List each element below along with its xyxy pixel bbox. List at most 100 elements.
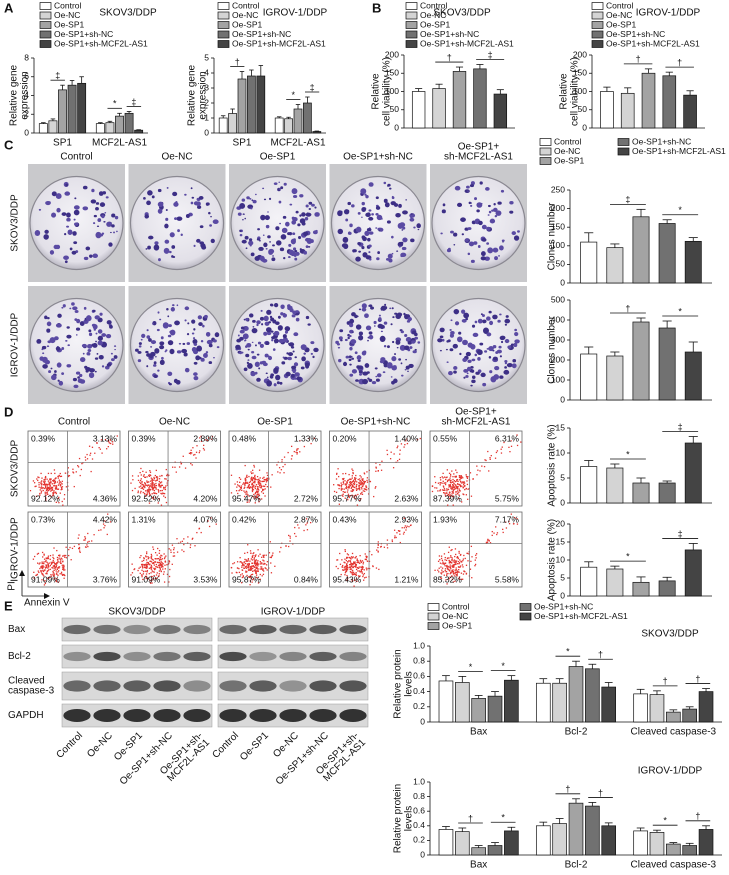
event-dot [66,486,67,487]
event-dot [61,563,62,564]
event-dot [241,565,242,566]
quadrant-value: 7.17% [495,514,520,524]
event-dot [165,568,166,569]
event-dot [50,565,51,566]
colony [276,240,282,245]
event-dot [438,483,439,484]
event-dot [236,486,237,487]
event-dot [64,498,65,499]
event-dot [182,541,183,542]
event-dot [39,568,40,569]
colony [384,199,388,203]
colony [349,347,352,351]
event-dot [466,474,467,475]
protein-label: Bcl-2 [8,651,31,662]
colony [472,325,475,328]
sig-mark: * [626,449,630,459]
event-dot [138,491,139,492]
event-dot [41,491,42,492]
colony [450,319,452,321]
event-dot [460,481,461,482]
event-dot [58,557,59,558]
colony [57,314,62,318]
event-dot [69,547,70,548]
event-dot [443,481,444,482]
legend-swatch [540,148,551,155]
event-dot [353,567,354,568]
colony [146,201,151,206]
colony [372,381,376,384]
event-dot [161,505,162,506]
colony [208,212,210,215]
event-dot [169,548,170,549]
event-dot [244,553,245,554]
event-dot [261,487,262,488]
event-dot [282,466,283,467]
colony [263,243,267,248]
colony [351,204,355,207]
event-dot [343,562,344,563]
colony [401,375,404,377]
colony [252,356,257,360]
colony [61,372,64,375]
event-dot [364,482,365,483]
colony [194,245,196,247]
event-dot [361,569,362,570]
event-dot [366,489,367,490]
colony [394,353,396,355]
event-dot [148,562,149,563]
y-axis-label: Relative protein [393,649,404,718]
event-dot [45,564,46,565]
event-dot [457,563,458,564]
event-dot [258,481,259,482]
bar [115,116,123,133]
colony [287,232,290,235]
sig-mark: ‡ [625,195,630,205]
colony [75,310,79,313]
event-dot [459,484,460,485]
event-dot [442,560,443,561]
colony [242,219,244,220]
colony [251,351,254,353]
colony [114,355,118,359]
event-dot [106,448,107,449]
colony [404,334,407,337]
event-dot [164,558,165,559]
event-dot [246,559,247,560]
colony [158,258,161,261]
event-dot [345,551,346,552]
event-dot [139,557,140,558]
legend-swatch [520,604,531,611]
event-dot [448,557,449,558]
colony [83,353,85,355]
event-dot [361,567,362,568]
event-dot [458,569,459,570]
event-dot [158,485,159,486]
event-dot [44,482,45,483]
protein-band [183,680,210,691]
event-dot [444,490,445,491]
event-dot [260,568,261,569]
event-dot [159,483,160,484]
event-dot [239,572,240,573]
event-dot [291,446,292,447]
lane-label-line: Oe-SP1+sh-NC [118,730,175,787]
colony [490,219,495,224]
event-dot [165,485,166,486]
event-dot [155,475,156,476]
event-dot [452,479,453,480]
protein-band [249,625,276,634]
x-tick-label: Cleaved caspase-3 [631,727,717,738]
event-dot [146,476,147,477]
event-dot [254,466,255,467]
event-dot [399,534,400,535]
colony [86,370,89,372]
colony [467,190,469,191]
bar [219,118,227,133]
colony [303,232,308,236]
colony [375,367,378,369]
protein-band [309,709,336,722]
event-dot [151,561,152,562]
protein-band [309,652,336,661]
event-dot [270,486,271,487]
